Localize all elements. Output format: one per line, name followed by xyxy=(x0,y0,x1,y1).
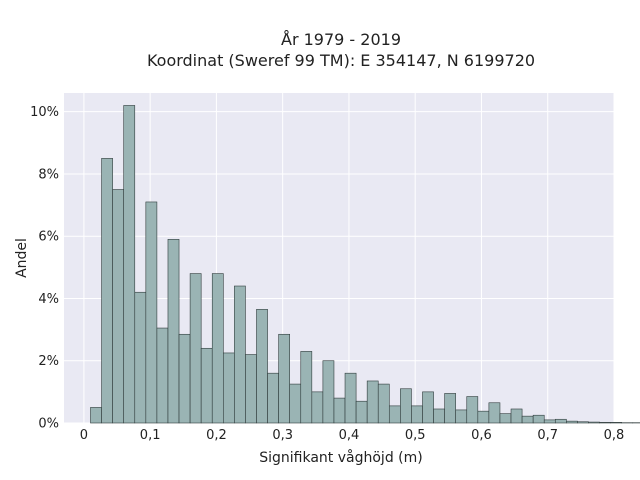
histogram-bar xyxy=(112,189,125,424)
histogram-bar xyxy=(322,360,335,424)
histogram-bar xyxy=(366,380,379,424)
histogram-bar xyxy=(466,396,479,424)
histogram-bar xyxy=(311,391,324,424)
histogram-bar xyxy=(554,418,567,424)
histogram-bar xyxy=(588,421,600,424)
y-tick-label: 6% xyxy=(38,230,59,245)
chart-title-line-2: Koordinat (Sweref 99 TM): E 354147, N 61… xyxy=(147,51,535,70)
histogram-bar xyxy=(90,407,102,424)
y-tick-label: 10% xyxy=(30,105,59,120)
histogram-bar xyxy=(123,105,136,424)
histogram-bar xyxy=(499,413,512,424)
chart-title-line-1: År 1979 - 2019 xyxy=(281,30,401,49)
histogram-bar xyxy=(101,158,113,424)
histogram-bars xyxy=(90,105,640,424)
histogram-bar xyxy=(189,273,202,424)
histogram-bar xyxy=(422,391,434,424)
histogram-bar xyxy=(543,419,556,424)
histogram-bar xyxy=(245,354,257,424)
histogram-bar xyxy=(532,414,545,424)
y-axis-ticks: 0% 2% 4% 6% 8% 10% xyxy=(30,105,59,431)
y-tick-label: 4% xyxy=(38,292,59,307)
histogram-bar xyxy=(134,291,147,424)
x-tick-label: 0,1 xyxy=(140,428,161,443)
histogram-bar xyxy=(256,309,268,424)
histogram-bar xyxy=(234,285,246,424)
histogram-bar xyxy=(300,351,313,424)
histogram-bar xyxy=(444,393,456,424)
histogram-bar xyxy=(289,383,302,424)
histogram-bar xyxy=(377,383,390,424)
y-axis-label: Andel xyxy=(14,238,30,278)
histogram-bar xyxy=(610,422,622,424)
x-axis-ticks: 0 0,1 0,2 0,3 0,4 0,5 0,6 0,7 0,8 xyxy=(80,428,625,443)
histogram-bar xyxy=(400,388,412,424)
x-tick-label: 0,5 xyxy=(405,428,426,443)
histogram-bar xyxy=(145,201,158,424)
x-tick-label: 0,7 xyxy=(537,428,558,443)
x-tick-label: 0,6 xyxy=(471,428,492,443)
histogram-bar xyxy=(278,333,290,424)
histogram-bar xyxy=(344,372,357,424)
x-tick-label: 0,3 xyxy=(272,428,293,443)
histogram-bar xyxy=(510,408,523,424)
histogram-bar xyxy=(156,327,169,424)
x-tick-label: 0,8 xyxy=(604,428,625,443)
histogram-bar xyxy=(267,372,279,424)
histogram-bar xyxy=(223,352,235,424)
histogram-bar xyxy=(488,402,501,424)
histogram-bar xyxy=(355,400,368,424)
histogram-bar xyxy=(477,410,490,424)
x-tick-label: 0 xyxy=(80,428,88,443)
histogram-bar xyxy=(211,273,224,424)
x-tick-label: 0,2 xyxy=(206,428,227,443)
histogram-bar xyxy=(178,333,191,424)
histogram-bar xyxy=(167,239,180,424)
x-axis-label: Signifikant våghöjd (m) xyxy=(259,449,422,466)
histogram-bar xyxy=(200,347,213,424)
histogram-bar xyxy=(388,405,401,424)
histogram-bar xyxy=(566,420,578,424)
y-tick-label: 0% xyxy=(38,417,59,432)
y-tick-label: 8% xyxy=(38,167,59,182)
histogram-bar xyxy=(433,408,445,424)
histogram-bar xyxy=(521,415,534,424)
histogram-bar xyxy=(411,405,423,424)
x-tick-label: 0,4 xyxy=(339,428,360,443)
histogram-bar xyxy=(455,409,468,424)
histogram-bar xyxy=(577,421,589,424)
histogram-bar xyxy=(599,422,611,424)
histogram-bar xyxy=(333,397,346,424)
y-tick-label: 2% xyxy=(38,354,59,369)
